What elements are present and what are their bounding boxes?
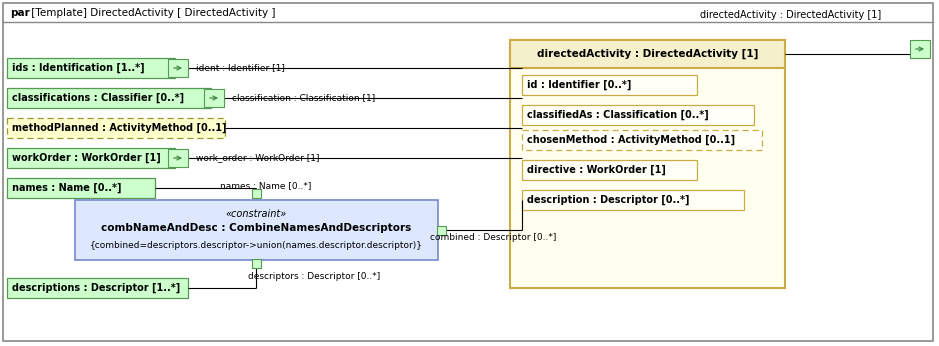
Bar <box>522 160 697 180</box>
Text: workOrder : WorkOrder [1]: workOrder : WorkOrder [1] <box>12 153 161 163</box>
Bar <box>168 59 188 77</box>
Text: methodPlanned : ActivityMethod [0..1]: methodPlanned : ActivityMethod [0..1] <box>12 123 226 133</box>
Bar <box>510 40 785 288</box>
Text: {combined=descriptors.descriptor->union(names.descriptor.descriptor)}: {combined=descriptors.descriptor->union(… <box>90 240 423 249</box>
Text: work_order : WorkOrder [1]: work_order : WorkOrder [1] <box>196 153 319 162</box>
Text: chosenMethod : ActivityMethod [0..1]: chosenMethod : ActivityMethod [0..1] <box>527 135 735 145</box>
Text: directedActivity : DirectedActivity [1]: directedActivity : DirectedActivity [1] <box>700 10 881 20</box>
Text: classifiedAs : Classification [0..*]: classifiedAs : Classification [0..*] <box>527 110 709 120</box>
Bar <box>75 200 438 260</box>
Text: classification : Classification [1]: classification : Classification [1] <box>232 93 376 102</box>
Bar <box>252 259 261 268</box>
Bar <box>910 40 930 58</box>
Text: descriptions : Descriptor [1..*]: descriptions : Descriptor [1..*] <box>12 283 180 293</box>
Text: par: par <box>10 8 30 18</box>
Bar <box>7 148 175 168</box>
Text: directedActivity : DirectedActivity [1]: directedActivity : DirectedActivity [1] <box>537 49 758 59</box>
Text: classifications : Classifier [0..*]: classifications : Classifier [0..*] <box>12 93 184 103</box>
Bar <box>510 40 785 68</box>
Text: ident : Identifier [1]: ident : Identifier [1] <box>196 63 285 72</box>
Bar <box>204 89 224 107</box>
Text: id : Identifier [0..*]: id : Identifier [0..*] <box>527 80 631 90</box>
Text: «constraint»: «constraint» <box>226 209 287 219</box>
Text: combNameAndDesc : CombineNamesAndDescriptors: combNameAndDesc : CombineNamesAndDescrip… <box>101 223 411 233</box>
Bar <box>252 189 261 198</box>
Text: [Template] DirectedActivity [ DirectedActivity ]: [Template] DirectedActivity [ DirectedAc… <box>28 8 275 18</box>
Text: names : Name [0..*]: names : Name [0..*] <box>220 181 312 190</box>
Bar <box>168 149 188 167</box>
Bar <box>7 278 188 298</box>
Text: combined : Descriptor [0..*]: combined : Descriptor [0..*] <box>430 233 557 242</box>
Bar <box>522 190 744 210</box>
Text: ids : Identification [1..*]: ids : Identification [1..*] <box>12 63 145 73</box>
Bar <box>7 178 155 198</box>
Bar <box>7 58 175 78</box>
Text: names : Name [0..*]: names : Name [0..*] <box>12 183 121 193</box>
Bar <box>7 88 211 108</box>
Text: description : Descriptor [0..*]: description : Descriptor [0..*] <box>527 195 689 205</box>
Bar <box>437 226 446 235</box>
Text: descriptors : Descriptor [0..*]: descriptors : Descriptor [0..*] <box>248 272 380 281</box>
Bar <box>7 118 225 138</box>
Text: directive : WorkOrder [1]: directive : WorkOrder [1] <box>527 165 666 175</box>
Bar <box>522 130 762 150</box>
Bar <box>522 105 754 125</box>
Bar <box>522 75 697 95</box>
